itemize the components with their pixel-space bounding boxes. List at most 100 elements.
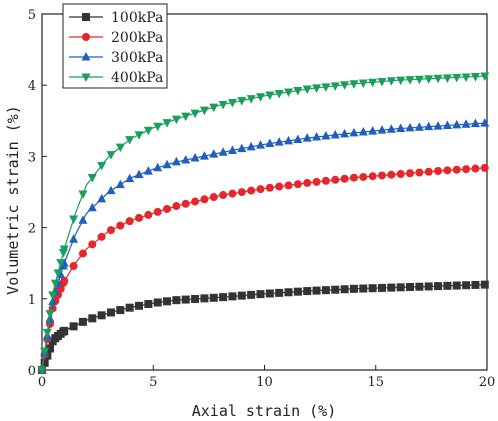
- data-point-100kpa: [293, 287, 302, 296]
- data-point-400kpa: [37, 366, 47, 375]
- data-point-200kpa: [219, 191, 228, 200]
- data-point-400kpa: [302, 85, 312, 95]
- data-point-400kpa: [59, 245, 69, 254]
- legend-item-200kpa: 200kPa: [69, 30, 163, 46]
- data-point-200kpa: [396, 169, 405, 178]
- data-point-400kpa: [97, 162, 107, 171]
- data-point-400kpa: [48, 291, 58, 300]
- data-point-100kpa: [396, 283, 405, 292]
- data-point-300kpa: [237, 143, 247, 153]
- data-point-200kpa: [256, 185, 265, 194]
- data-point-400kpa: [209, 103, 219, 113]
- data-point-200kpa: [480, 163, 489, 172]
- data-point-300kpa: [330, 129, 340, 139]
- data-point-100kpa: [275, 288, 284, 297]
- data-point-200kpa: [60, 277, 69, 285]
- data-point-200kpa: [56, 284, 65, 293]
- data-point-100kpa: [303, 287, 312, 296]
- series-100kpa: [38, 280, 489, 374]
- data-point-100kpa: [46, 344, 55, 353]
- data-point-100kpa: [191, 294, 200, 303]
- series-line-300kpa: [41, 122, 488, 371]
- x-tick-label: 0: [38, 375, 46, 390]
- data-point-200kpa: [443, 166, 452, 175]
- data-point-200kpa: [293, 180, 302, 189]
- data-point-100kpa: [78, 317, 87, 326]
- data-point-300kpa: [414, 122, 424, 131]
- data-point-300kpa: [452, 119, 462, 129]
- y-tick-label: 4: [28, 79, 36, 94]
- data-point-400kpa: [293, 87, 303, 96]
- data-point-300kpa: [227, 145, 237, 154]
- data-point-200kpa: [331, 175, 340, 184]
- data-point-400kpa: [53, 269, 63, 278]
- data-point-200kpa: [284, 181, 293, 190]
- data-point-300kpa: [48, 296, 58, 306]
- data-point-100kpa: [69, 322, 78, 331]
- data-point-400kpa: [181, 112, 191, 122]
- data-point-400kpa: [274, 90, 284, 99]
- data-point-400kpa: [340, 81, 350, 90]
- data-point-300kpa: [470, 118, 480, 128]
- data-point-300kpa: [284, 135, 294, 145]
- data-point-100kpa: [331, 285, 340, 294]
- data-point-400kpa: [480, 72, 490, 82]
- data-point-200kpa: [340, 174, 349, 183]
- data-point-300kpa: [461, 119, 471, 128]
- x-tick-label: 5: [149, 375, 157, 390]
- data-point-100kpa: [387, 283, 396, 292]
- data-point-100kpa: [340, 285, 349, 294]
- data-point-100kpa: [106, 308, 115, 317]
- data-point-300kpa: [69, 234, 79, 243]
- data-point-200kpa: [303, 178, 312, 187]
- y-tick-label: 5: [28, 8, 36, 23]
- data-point-400kpa: [106, 151, 116, 160]
- data-point-400kpa: [386, 77, 396, 86]
- data-point-200kpa: [321, 176, 330, 185]
- legend-marker-300kpa: [81, 52, 91, 61]
- series-line-200kpa: [41, 167, 488, 371]
- series-400kpa: [37, 72, 490, 375]
- series-line-100kpa: [41, 284, 487, 371]
- data-point-300kpa: [106, 185, 116, 195]
- legend-marker-400kpa: [81, 73, 91, 82]
- data-point-400kpa: [405, 76, 415, 85]
- data-point-100kpa: [312, 286, 321, 295]
- data-point-300kpa: [190, 153, 200, 162]
- data-point-300kpa: [442, 120, 452, 129]
- plot-area: 0 5 10 15 20 0 1 2 3 4 5: [28, 8, 496, 390]
- data-point-200kpa: [125, 217, 134, 226]
- data-point-100kpa: [462, 281, 471, 290]
- data-point-200kpa: [135, 213, 144, 222]
- data-point-300kpa: [87, 202, 97, 212]
- data-point-300kpa: [265, 138, 275, 148]
- data-point-300kpa: [97, 193, 107, 203]
- data-point-200kpa: [275, 182, 284, 191]
- data-point-400kpa: [218, 100, 228, 110]
- data-point-300kpa: [480, 118, 490, 127]
- data-point-300kpa: [199, 151, 209, 160]
- data-point-400kpa: [312, 84, 322, 93]
- x-axis-label: Axial strain (%): [192, 402, 337, 420]
- data-point-400kpa: [433, 74, 443, 84]
- data-point-400kpa: [452, 73, 462, 83]
- data-point-100kpa: [219, 293, 228, 302]
- data-point-100kpa: [135, 301, 144, 310]
- data-point-100kpa: [480, 280, 489, 289]
- data-point-400kpa: [227, 99, 237, 108]
- y-tick-label: 0: [28, 364, 36, 379]
- data-point-300kpa: [424, 121, 434, 131]
- data-point-400kpa: [171, 115, 181, 125]
- data-point-300kpa: [340, 128, 350, 138]
- data-point-100kpa: [181, 295, 190, 304]
- legend-item-300kpa: 300kPa: [69, 50, 163, 66]
- data-point-200kpa: [228, 189, 237, 198]
- data-point-100kpa: [163, 297, 172, 306]
- data-point-200kpa: [471, 164, 480, 173]
- data-point-200kpa: [153, 207, 162, 216]
- data-point-300kpa: [162, 159, 172, 169]
- data-point-100kpa: [349, 284, 358, 293]
- data-point-100kpa: [284, 288, 293, 297]
- data-point-100kpa: [153, 298, 162, 307]
